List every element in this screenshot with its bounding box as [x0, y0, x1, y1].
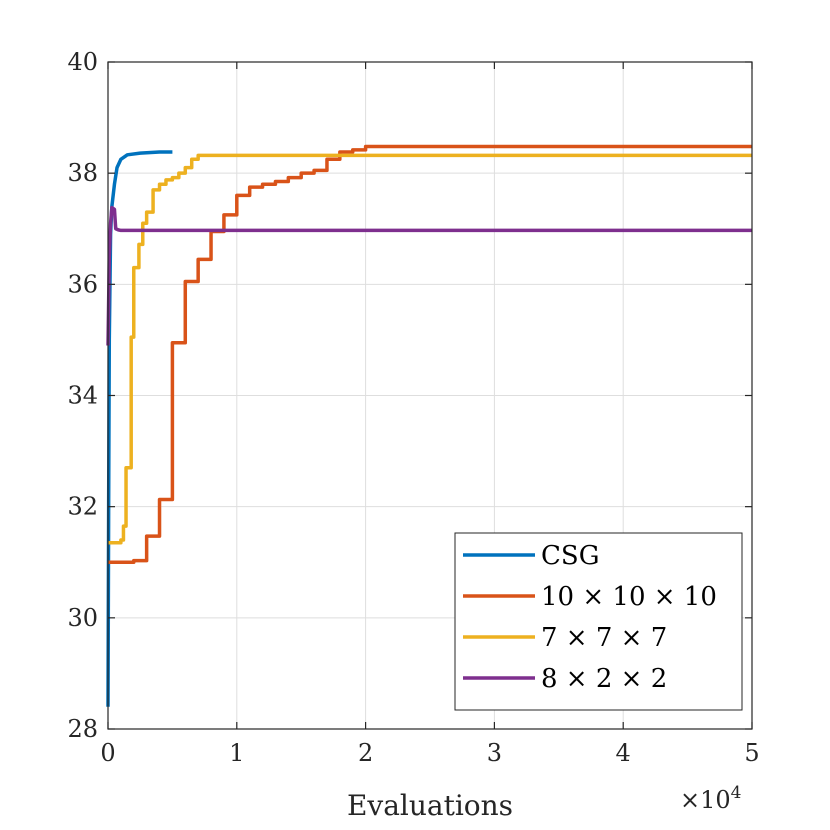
y-tick-label: 28: [67, 715, 98, 743]
legend: CSG 10 × 10 × 10 7 × 7 × 7 8 × 2 × 2: [454, 532, 743, 711]
series-lines: [106, 144, 752, 707]
y-tick-label: 38: [67, 159, 98, 187]
y-tick-label: 36: [67, 270, 98, 298]
x-tick-label: 2: [358, 739, 373, 767]
legend-label: 10 × 10 × 10: [541, 582, 717, 612]
y-tick-label: 40: [67, 48, 98, 76]
x-tick-label: 3: [487, 739, 502, 767]
series-line: [108, 144, 752, 564]
legend-label: CSG: [541, 541, 599, 571]
series-line: [106, 205, 752, 346]
x-exponent-label: ×104: [680, 783, 741, 814]
y-tick-label: 32: [67, 493, 98, 521]
x-tick-label: 4: [616, 739, 631, 767]
series-line: [108, 153, 752, 545]
x-axis-label: Evaluations: [347, 789, 513, 822]
legend-box: [454, 532, 743, 711]
legend-label: 8 × 2 × 2: [541, 664, 667, 694]
x-exponent-base: ×10: [680, 786, 731, 814]
y-ticks: 28 30 32 34 36 38 40: [67, 48, 752, 743]
x-tick-label: 5: [744, 739, 759, 767]
y-grid: [108, 172, 752, 619]
legend-label: 7 × 7 × 7: [541, 623, 667, 653]
x-exponent-power: 4: [731, 783, 742, 803]
x-tick-label: 0: [100, 739, 115, 767]
x-tick-label: 1: [229, 739, 244, 767]
series-line: [106, 150, 173, 707]
y-tick-label: 30: [67, 604, 98, 632]
x-ticks: 0 1 2 3 4 5: [100, 62, 760, 767]
y-tick-label: 34: [67, 382, 98, 410]
